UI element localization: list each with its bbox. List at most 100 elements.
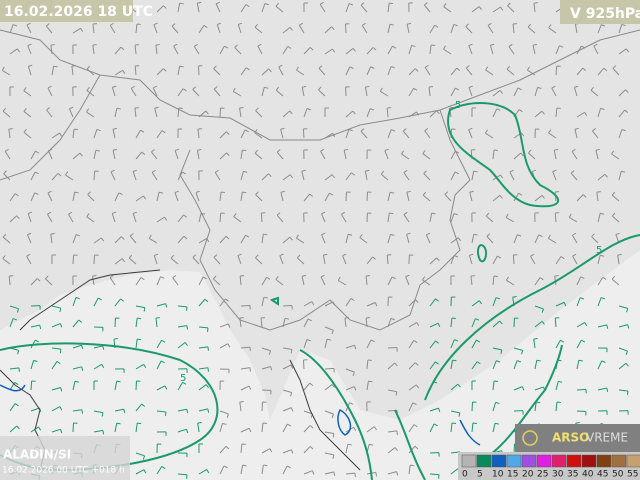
barb-tick: [391, 129, 396, 132]
barb: [592, 130, 599, 139]
barb: [114, 298, 121, 307]
barb-tick: [268, 68, 272, 73]
barb: [30, 324, 40, 328]
barb-tick: [476, 339, 481, 343]
barb-tick: [172, 274, 177, 279]
barb-tick: [255, 254, 259, 259]
barb-tick: [140, 129, 145, 133]
barb-tick: [280, 127, 285, 130]
barb: [534, 402, 537, 412]
barb: [135, 151, 143, 160]
barb: [26, 24, 32, 34]
barb-tick: [485, 66, 489, 71]
barb-tick: [572, 232, 577, 236]
barb-tick: [275, 275, 279, 280]
barb-tick: [560, 256, 565, 260]
barb: [429, 110, 437, 118]
barb-tick: [373, 426, 378, 431]
barb-tick: [35, 150, 40, 154]
barb: [112, 150, 116, 160]
barb-tick: [517, 360, 522, 363]
barb: [86, 111, 95, 118]
barb: [240, 427, 250, 433]
barb-tick: [590, 86, 594, 91]
barb: [27, 45, 32, 55]
barb-tick: [333, 471, 336, 476]
barb-tick: [194, 43, 198, 47]
barb: [366, 381, 369, 391]
barb-tick: [591, 233, 595, 238]
barb: [93, 297, 99, 307]
barb: [93, 345, 103, 349]
barb: [429, 423, 435, 433]
barb-tick: [497, 255, 502, 259]
barb: [408, 88, 415, 97]
barb-tick: [600, 107, 605, 110]
barb-tick: [116, 422, 121, 425]
barb: [261, 297, 265, 307]
barb: [387, 234, 391, 244]
barb: [450, 87, 456, 97]
barb: [618, 362, 627, 370]
barb: [156, 216, 165, 223]
barb: [51, 323, 61, 328]
barb-tick: [142, 455, 146, 460]
barb: [26, 234, 32, 244]
barb-tick: [603, 67, 608, 72]
barb: [26, 255, 32, 265]
barb-tick: [506, 65, 511, 70]
barb: [275, 5, 284, 13]
barb: [450, 423, 453, 433]
barb: [198, 384, 207, 391]
barb-tick: [12, 318, 18, 321]
barb: [597, 213, 601, 223]
barb: [492, 275, 495, 286]
barb: [114, 258, 123, 265]
barb-tick: [26, 253, 31, 257]
barb: [298, 25, 305, 34]
barb: [402, 130, 410, 139]
barb: [576, 276, 582, 286]
barb: [92, 24, 95, 34]
barb-tick: [23, 128, 27, 133]
barb: [8, 275, 11, 286]
barb: [471, 361, 478, 370]
barb-tick: [56, 361, 61, 365]
barb-tick: [225, 445, 230, 450]
barb-tick: [162, 68, 167, 72]
barb: [573, 87, 578, 97]
barb: [576, 67, 584, 76]
barb-tick: [624, 109, 629, 113]
barb: [489, 45, 494, 55]
barb: [527, 26, 536, 34]
barb: [72, 27, 81, 34]
barb: [513, 192, 519, 202]
barb: [72, 409, 82, 412]
barb: [324, 48, 333, 55]
barb: [134, 65, 137, 76]
barb: [86, 216, 95, 223]
barb-tick: [365, 85, 370, 88]
barb: [219, 131, 227, 139]
barb-tick: [453, 23, 458, 27]
barb-tick: [415, 384, 420, 389]
barb: [366, 302, 376, 307]
legend-swatch: [491, 454, 507, 468]
barb: [576, 388, 587, 391]
barb-tick: [407, 22, 412, 25]
barb: [360, 130, 368, 139]
barb: [408, 465, 411, 475]
barb: [555, 65, 558, 76]
barb-tick: [245, 4, 250, 8]
barb: [177, 214, 184, 223]
barb: [240, 465, 244, 475]
barb-tick: [95, 149, 100, 152]
barb: [387, 192, 391, 202]
barb-tick: [571, 148, 576, 152]
barb: [534, 360, 538, 370]
barb-tick: [27, 232, 32, 236]
barb-tick: [263, 296, 268, 299]
barb: [214, 172, 221, 181]
barb: [423, 173, 431, 181]
barb: [240, 304, 251, 307]
